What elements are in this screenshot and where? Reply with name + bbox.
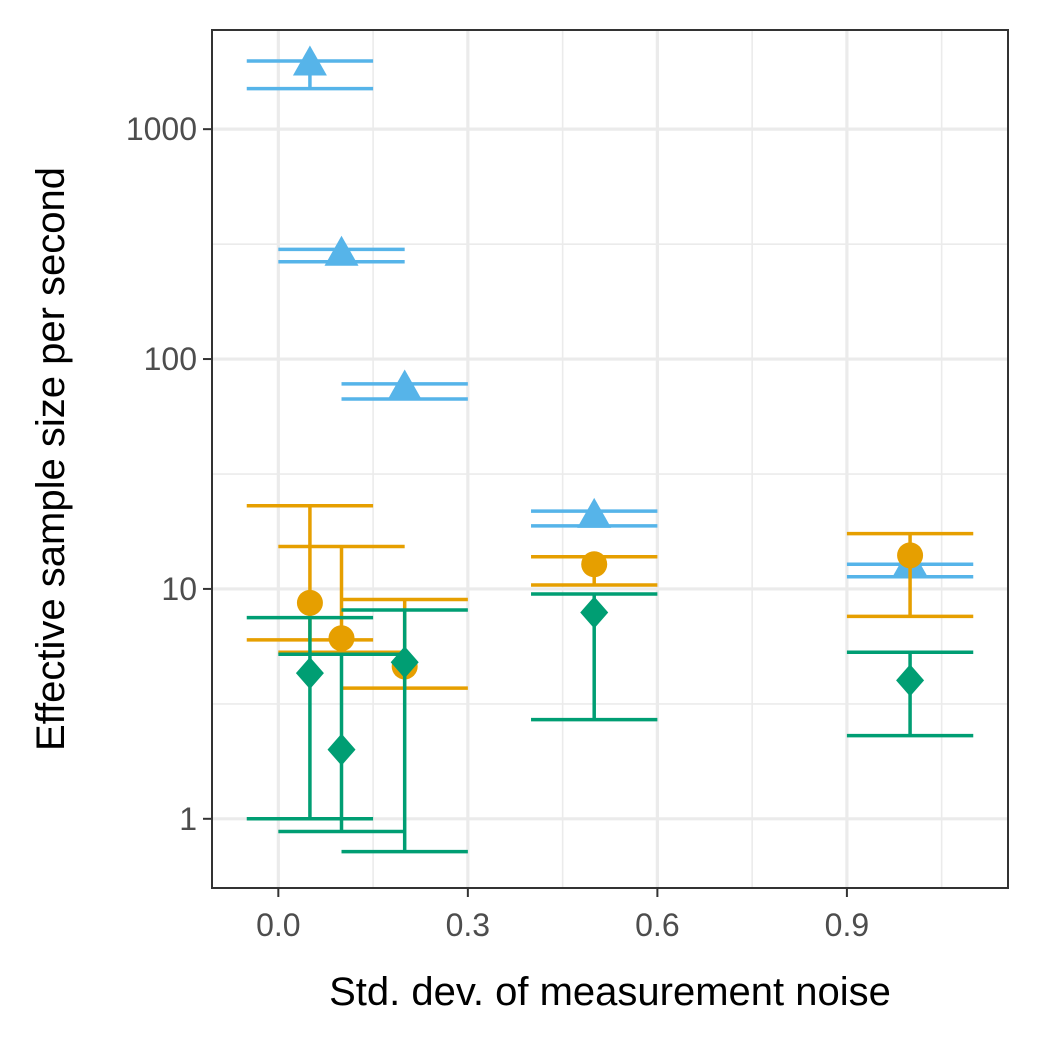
y-axis: 1 10 100 1000 bbox=[126, 111, 212, 837]
y-tick-label: 10 bbox=[161, 571, 197, 607]
y-axis-title: Effective sample size per second bbox=[29, 167, 73, 751]
diamond-series bbox=[246, 592, 974, 854]
diamond-point bbox=[327, 733, 356, 766]
diamond-point bbox=[295, 657, 324, 690]
x-axis: 0.0 0.3 0.6 0.9 bbox=[256, 888, 869, 943]
circle-point bbox=[897, 542, 924, 569]
triangle-point bbox=[292, 45, 327, 76]
triangle-point bbox=[387, 369, 422, 400]
triangle-series bbox=[246, 45, 974, 579]
diamond-point bbox=[390, 646, 419, 679]
circle-point bbox=[296, 589, 323, 616]
circle-point bbox=[581, 551, 608, 578]
y-tick-label: 100 bbox=[144, 341, 197, 377]
x-tick-label: 0.0 bbox=[256, 907, 300, 943]
y-tick-label: 1000 bbox=[126, 111, 197, 147]
circle-series bbox=[246, 504, 974, 690]
x-tick-label: 0.3 bbox=[446, 907, 490, 943]
diamond-point bbox=[580, 596, 609, 629]
y-tick-label: 1 bbox=[179, 801, 197, 837]
plot-panel-border bbox=[211, 29, 1009, 889]
diamond-point bbox=[896, 664, 925, 697]
triangle-point bbox=[324, 235, 359, 266]
x-tick-label: 0.6 bbox=[635, 907, 679, 943]
x-tick-label: 0.9 bbox=[825, 907, 869, 943]
grid bbox=[212, 30, 1008, 888]
circle-point bbox=[328, 625, 355, 652]
triangle-point bbox=[577, 497, 612, 528]
x-axis-title: Std. dev. of measurement noise bbox=[329, 970, 891, 1014]
data-series bbox=[246, 45, 974, 854]
